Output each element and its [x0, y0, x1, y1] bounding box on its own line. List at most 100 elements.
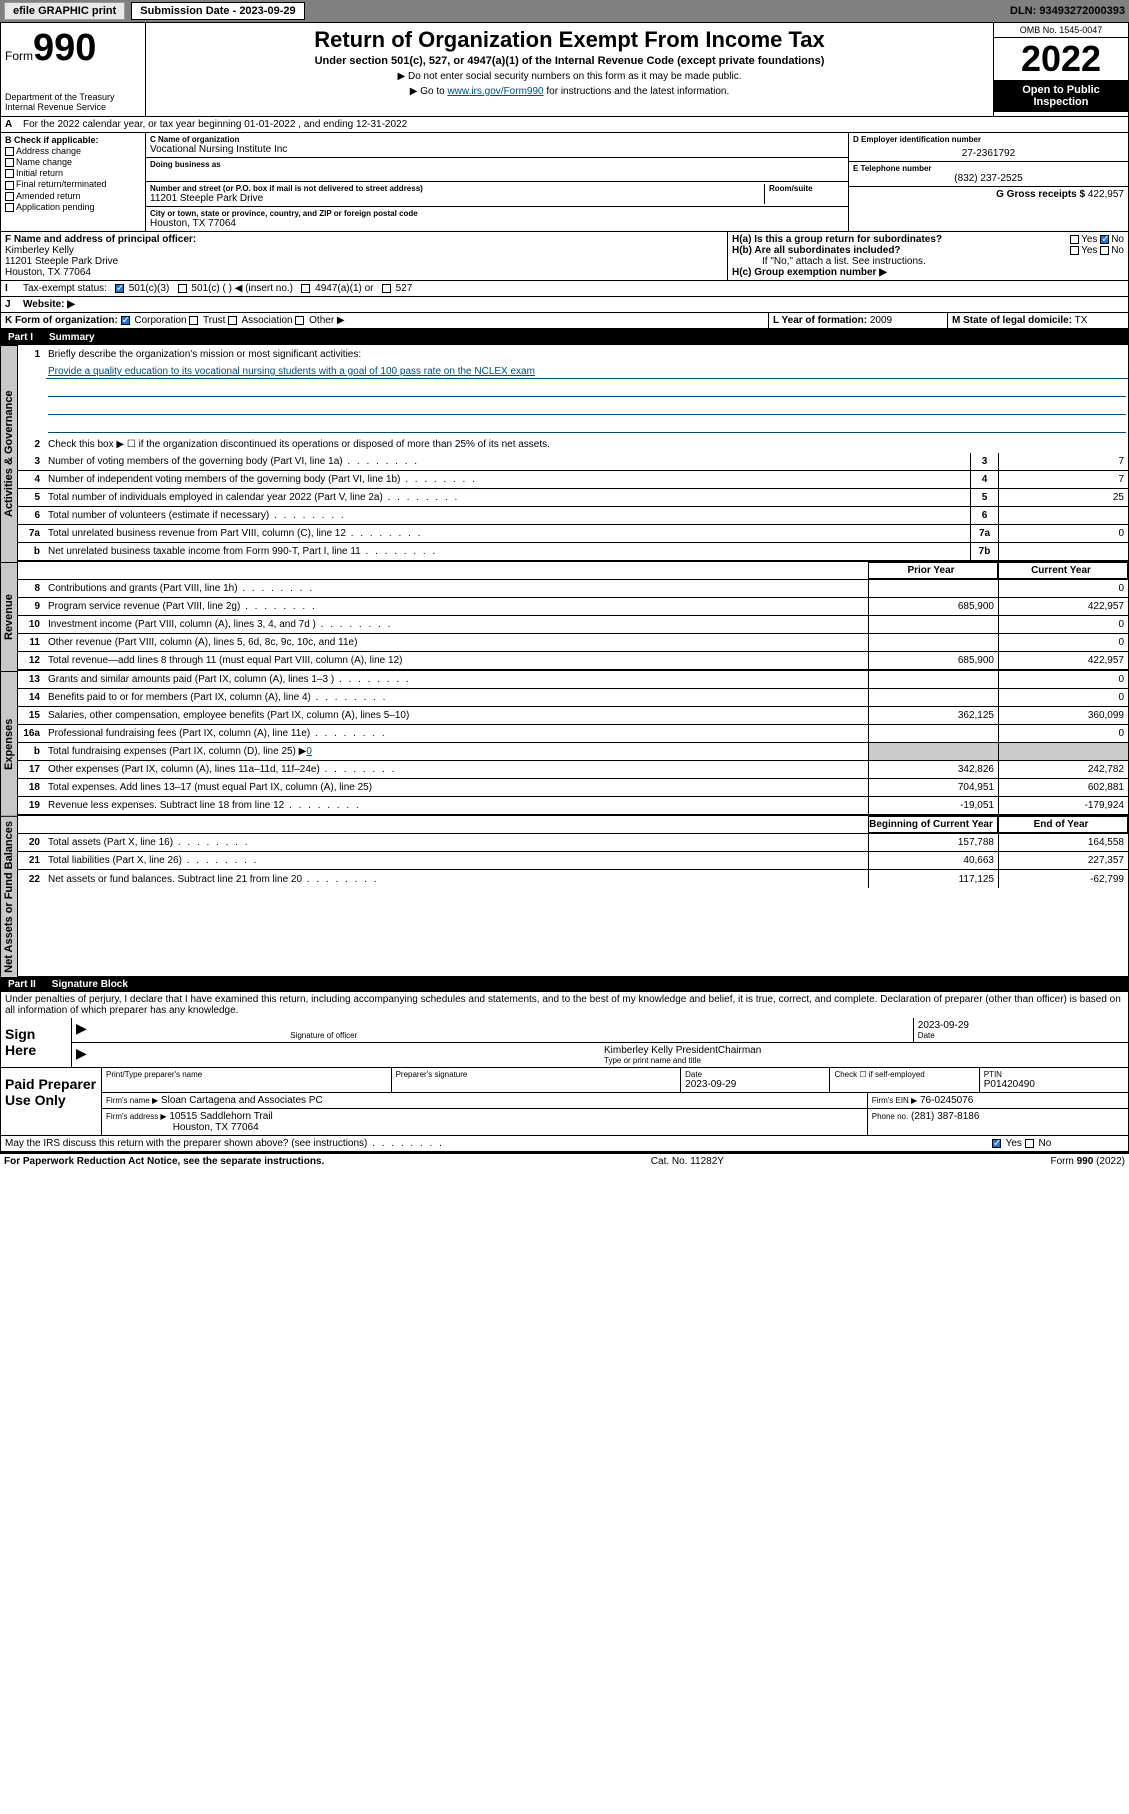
hb-no[interactable]: No	[1111, 245, 1124, 256]
line-7a-val: 0	[998, 525, 1128, 542]
part2-header: Part II Signature Block	[0, 977, 1129, 992]
phone-value: (832) 237-2525	[853, 173, 1124, 184]
h-b-label: H(b) Are all subordinates included?	[732, 245, 901, 256]
l19-cy: -179,924	[998, 797, 1128, 814]
room-label: Room/suite	[769, 184, 844, 193]
efile-print-button[interactable]: efile GRAPHIC print	[4, 2, 125, 20]
chk-initial-return[interactable]: Initial return	[5, 168, 141, 178]
l8-cy: 0	[998, 580, 1128, 597]
goto-suffix: for instructions and the latest informat…	[544, 86, 730, 97]
sign-date-label: Date	[918, 1031, 1124, 1040]
chk-amended-return[interactable]: Amended return	[5, 191, 141, 201]
open-public-badge: Open to Public Inspection	[994, 80, 1128, 112]
l20-py: 157,788	[868, 834, 998, 851]
l19-desc: Revenue less expenses. Subtract line 18 …	[46, 799, 868, 812]
opt-trust[interactable]: Trust	[203, 315, 225, 326]
address-row: Number and street (or P.O. box if mail i…	[146, 182, 848, 207]
form-number: Form990	[5, 27, 141, 70]
line-6-desc: Total number of volunteers (estimate if …	[46, 509, 970, 522]
section-b: B Check if applicable: Address change Na…	[1, 133, 146, 231]
form-num: 990	[33, 27, 96, 69]
l10-py	[868, 616, 998, 633]
vtab-expenses: Expenses	[0, 671, 18, 816]
header-mid: Return of Organization Exempt From Incom…	[146, 23, 993, 116]
line-7a-desc: Total unrelated business revenue from Pa…	[46, 527, 970, 540]
right-col: D Employer identification number 27-2361…	[848, 133, 1128, 231]
line-5-desc: Total number of individuals employed in …	[46, 491, 970, 504]
gross-label: G Gross receipts $	[996, 189, 1085, 200]
paid-preparer-label: Paid Preparer Use Only	[1, 1068, 101, 1135]
irs-yes[interactable]: Yes	[1006, 1138, 1022, 1149]
vtab-netassets: Net Assets or Fund Balances	[0, 816, 18, 977]
opt-corp[interactable]: Corporation	[134, 315, 186, 326]
vtab-governance: Activities & Governance	[0, 345, 18, 562]
part2-num: Part II	[8, 979, 36, 990]
typed-name-label: Type or print name and title	[604, 1056, 1124, 1065]
m-label: M State of legal domicile:	[952, 315, 1072, 326]
line-4-val: 7	[998, 471, 1128, 488]
org-name-row: C Name of organization Vocational Nursin…	[146, 133, 848, 158]
part2-title: Signature Block	[52, 979, 128, 990]
l20-desc: Total assets (Part X, line 16)	[46, 836, 868, 849]
m-value: TX	[1075, 315, 1088, 326]
l16b-val: 0	[306, 746, 312, 757]
l15-cy: 360,099	[998, 707, 1128, 724]
page-footer: For Paperwork Reduction Act Notice, see …	[0, 1152, 1129, 1169]
firm-addr2: Houston, TX 77064	[173, 1122, 259, 1133]
footer-right: Form 990 (2022)	[1051, 1156, 1125, 1167]
h-note: If "No," attach a list. See instructions…	[732, 256, 1124, 267]
officer-name: Kimberley Kelly	[5, 245, 723, 256]
k-row: K Form of organization: Corporation Trus…	[0, 313, 1129, 330]
entity-block: B Check if applicable: Address change Na…	[0, 133, 1129, 232]
part1-num: Part I	[8, 332, 33, 343]
chk-address-change[interactable]: Address change	[5, 146, 141, 156]
firm-ein-label: Firm's EIN ▶	[872, 1096, 917, 1105]
l20-cy: 164,558	[998, 834, 1128, 851]
chk-final-return[interactable]: Final return/terminated	[5, 179, 141, 189]
l9-py: 685,900	[868, 598, 998, 615]
ha-no[interactable]: No	[1111, 234, 1124, 245]
l19-py: -19,051	[868, 797, 998, 814]
expenses-block: Expenses 13Grants and similar amounts pa…	[0, 671, 1129, 816]
l18-py: 704,951	[868, 779, 998, 796]
addr-label: Number and street (or P.O. box if mail i…	[150, 184, 764, 193]
penalty-text: Under penalties of perjury, I declare th…	[0, 992, 1129, 1018]
l22-desc: Net assets or fund balances. Subtract li…	[46, 873, 868, 886]
chk-application-pending[interactable]: Application pending	[5, 202, 141, 212]
period-row: A For the 2022 calendar year, or tax yea…	[0, 117, 1129, 133]
opt-501c3[interactable]: 501(c)(3)	[129, 283, 170, 294]
officer-sig-label: Signature of officer	[290, 1031, 909, 1040]
irs-no[interactable]: No	[1039, 1138, 1052, 1149]
line-5-val: 25	[998, 489, 1128, 506]
opt-527[interactable]: 527	[396, 283, 413, 294]
tax-status-opts: 501(c)(3) 501(c) ( ) ◀ (insert no.) 4947…	[111, 281, 416, 296]
chk-name-change[interactable]: Name change	[5, 157, 141, 167]
opt-4947[interactable]: 4947(a)(1) or	[315, 283, 373, 294]
ha-yes[interactable]: Yes	[1081, 234, 1097, 245]
hb-yes[interactable]: Yes	[1081, 245, 1097, 256]
firm-addr1: 10515 Saddlehorn Trail	[169, 1111, 272, 1122]
l14-cy: 0	[998, 689, 1128, 706]
firm-ein: 76-0245076	[920, 1095, 973, 1106]
opt-501c[interactable]: 501(c) ( ) ◀ (insert no.)	[191, 283, 293, 294]
tax-year: 2022	[994, 38, 1128, 80]
self-emp-label[interactable]: Check ☐ if self-employed	[834, 1070, 974, 1079]
l12-py: 685,900	[868, 652, 998, 669]
l17-cy: 242,782	[998, 761, 1128, 778]
l-label: L Year of formation:	[773, 315, 867, 326]
l17-desc: Other expenses (Part IX, column (A), lin…	[46, 763, 868, 776]
ein-label: D Employer identification number	[853, 135, 1124, 144]
goto-prefix: ▶ Go to	[410, 86, 448, 97]
dept-label: Department of the Treasury Internal Reve…	[5, 92, 141, 112]
mission-text: Provide a quality education to its vocat…	[46, 365, 1128, 379]
opt-other[interactable]: Other ▶	[309, 315, 344, 326]
opt-assoc[interactable]: Association	[241, 315, 292, 326]
dba-label: Doing business as	[150, 160, 844, 169]
l21-py: 40,663	[868, 852, 998, 869]
l8-py	[868, 580, 998, 597]
city-value: Houston, TX 77064	[150, 218, 844, 229]
irs-link[interactable]: www.irs.gov/Form990	[447, 86, 543, 97]
l14-desc: Benefits paid to or for members (Part IX…	[46, 691, 868, 704]
preparer-name-label: Print/Type preparer's name	[106, 1070, 387, 1079]
l13-desc: Grants and similar amounts paid (Part IX…	[46, 673, 868, 686]
